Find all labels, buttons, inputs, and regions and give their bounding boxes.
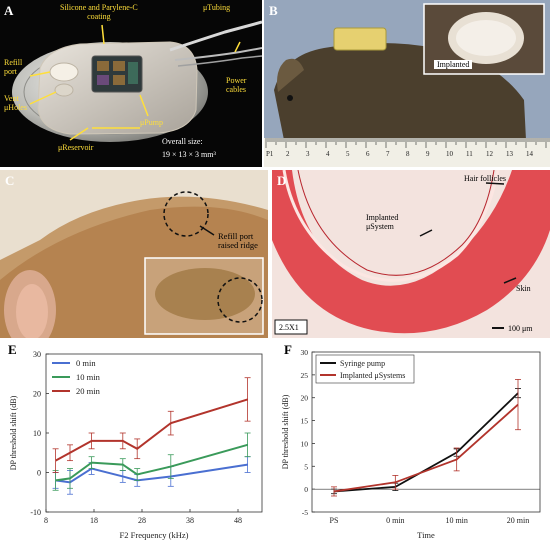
chart-e-letter: E [8,342,17,357]
panel-c-letter: C [5,173,15,188]
y-tick-label: 25 [301,371,309,380]
legend-box [315,354,415,384]
y-tick-label: 30 [301,348,309,357]
series-line [55,398,248,462]
ruler-number: 7 [386,150,390,158]
chart-e: -10 0 10 20 30 8 18 28 38 48 F2 Frequency (kHz) DP … [0,340,272,543]
panel-c: C Refill port raised ridge [0,170,268,338]
ruler-ticks [265,138,550,148]
panel-c-head-photo [0,170,268,338]
legend-label: 20 min [76,386,101,396]
chart-f-svg: -5 0 5 10 15 20 25 30 PS 0 min 10 min 20 min Time DP … [281,348,541,540]
panel-b-letter: B [269,3,278,18]
series-line [333,392,519,493]
skin-tissue [272,170,550,334]
panel-d-histology [272,170,550,338]
x-tick-label: 10 min [445,516,467,525]
ruler-number: 3 [306,150,310,158]
legend-label: Syringe pump [340,359,385,368]
chart-f: -5 0 5 10 15 20 25 30 PS 0 min 10 min 20 min Time DP … [276,340,550,543]
y-tick-label: 10 [33,429,41,438]
y-tick-label: 15 [301,417,309,426]
panel-b-mouse-photo [264,0,550,167]
y-axis-label: DP threshold shift (dB) [281,394,290,469]
chart-e-svg: -10 0 10 20 30 8 18 28 38 48 F2 Frequency (kHz) DP … [9,350,263,540]
y-tick-label: 5 [304,462,308,471]
chart-f-letter: F [284,342,292,357]
series-line [55,443,248,482]
y-tick-label: 0 [304,485,308,494]
label-reservoir: μReservoir [58,143,94,152]
label-tubing: μTubing [203,3,231,12]
ruler-number: P1 [266,150,274,158]
x-tick-label: 38 [186,516,194,525]
ruler-number: 10 [446,150,453,158]
label-hair-follicles: Hair follicles [464,174,506,183]
vent-holes [54,83,74,97]
panel-b: B Implanted P1 2 3 4 5 6 7 8 9 10 11 12 13 14 [264,0,550,167]
panel-a-device-photo [12,20,262,142]
x-tick-label: 18 [90,516,98,525]
x-axis-label: F2 Frequency (kHz) [120,530,189,540]
label-magnification: 2.5X1 [279,323,299,332]
legend-label: 0 min [76,358,96,368]
panel-d-letter: D [277,173,287,188]
ruler-number: 11 [466,150,473,158]
y-tick-label: -5 [302,508,308,517]
x-tick-label: 48 [234,516,242,525]
panel-a-letter: A [4,3,14,18]
ruler-number: 9 [426,150,430,158]
ruler [264,138,550,167]
plot-frame [311,351,541,513]
label-implanted-system: Implanted μSystem [366,213,399,231]
y-tick-label: 30 [33,350,41,359]
label-refill-ridge: Refill port raised ridge [218,231,258,250]
refill-port-circle [163,191,209,237]
y-tick-label: 10 [301,439,309,448]
x-tick-label: 28 [138,516,146,525]
y-tick-label: 20 [301,394,309,403]
label-size-title: Overall size: [162,137,203,146]
refill-port [49,62,79,82]
inset-label: Implanted [434,60,473,69]
ruler-numbers: P1 2 3 4 5 6 7 8 9 10 11 12 13 14 [264,150,550,162]
ruler-number: 12 [486,150,493,158]
y-tick-label: -10 [30,508,41,517]
label-coating: Silicone and Parylene-C coating [60,3,138,21]
tubing [169,20,262,52]
panel-d: D Hair follicles Implanted μSystem Skin … [272,170,550,338]
power-cables [174,47,262,61]
ruler-number: 5 [346,150,350,158]
legend-label: Implanted μSystems [340,371,405,380]
x-tick-label: 0 min [386,516,404,525]
series-line [333,403,519,493]
x-tick-label: 8 [44,516,48,525]
label-skin: Skin [516,284,531,293]
panel-a: A Silicone and Parylene-C coating μTubin… [0,0,262,167]
label-power-cables: Power cables [226,76,247,94]
ruler-number: 8 [406,150,410,158]
label-pump: μPump [140,118,163,127]
x-tick-label: 20 min [507,516,529,525]
x-axis-label: Time [417,530,435,540]
ruler-number: 2 [286,150,290,158]
y-tick-label: 20 [33,390,41,399]
ruler-number: 13 [506,150,513,158]
ruler-number: 6 [366,150,370,158]
label-refill-port: Refill port [4,58,23,76]
legend-label: 10 min [76,372,101,382]
label-size-value: 19 × 13 × 3 mm³ [162,150,216,159]
implanted-device [333,27,387,51]
y-axis-label: DP threshold shift (dB) [9,395,18,470]
y-tick-label: 0 [37,469,41,478]
label-scale: 100 μm [508,324,533,333]
label-vent: Vent μHoles [4,94,27,112]
x-tick-label: PS [330,516,339,525]
mag-box [274,319,308,335]
ruler-number: 4 [326,150,330,158]
ruler-number: 14 [526,150,533,158]
